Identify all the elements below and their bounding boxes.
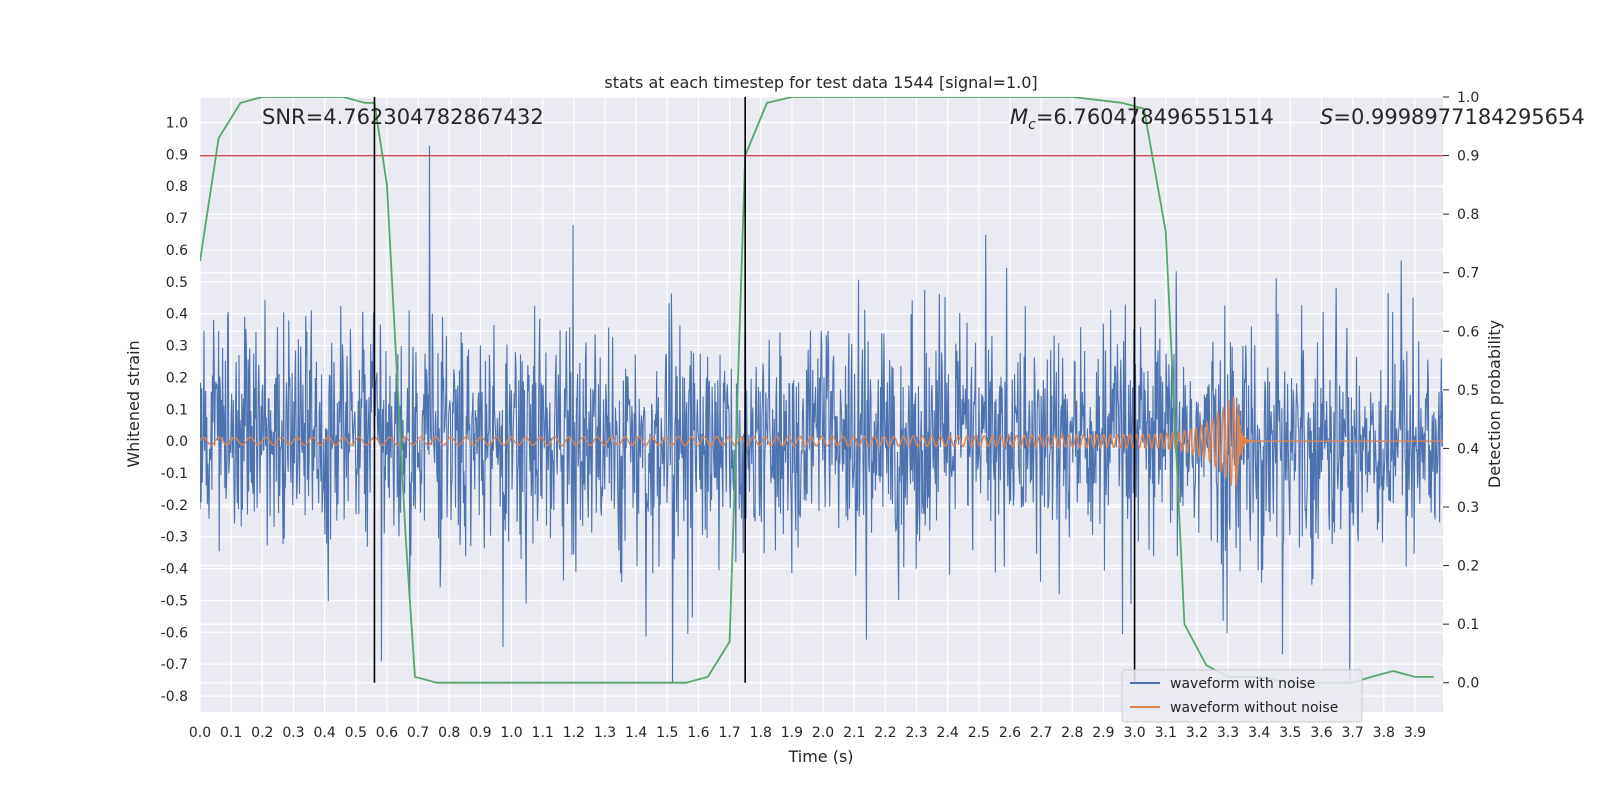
x-tick-label: 1.1 [532,725,554,741]
y2-tick-label: 1.0 [1457,90,1479,106]
y2-tick-label: 0.9 [1457,149,1479,165]
y-tick-label: 0.5 [166,275,188,291]
y-tick-label: -0.6 [161,625,188,641]
y-tick-label: 0.6 [166,243,188,259]
x-tick-label: 2.6 [999,725,1021,741]
x-tick-label: 3.9 [1404,725,1426,741]
x-tick-label: 2.9 [1092,725,1114,741]
y2-tick-label: 0.4 [1457,441,1479,457]
x-tick-label: 2.7 [1030,725,1052,741]
y-axis-ticks: 1.0 0.9 0.8 0.7 0.6 0.5 0.4 0.3 0.2 0.1 0.0 -0.1 -0.… [161,115,188,705]
legend-box [1121,669,1363,723]
y-tick-label: 0.7 [166,211,188,227]
chart-title: stats at each timestep for test data 154… [604,73,1037,92]
x-tick-label: 0.5 [345,725,367,741]
x-tick-label: 2.1 [843,725,865,741]
x-tick-label: 3.8 [1373,725,1395,741]
x-tick-label: 1.5 [656,725,678,741]
x-tick-label: 1.7 [718,725,740,741]
y-tick-label: -0.8 [161,689,188,705]
y2-tick-label: 0.0 [1457,676,1479,692]
x-tick-label: 2.3 [905,725,927,741]
x-axis-label: Time (s) [787,747,853,766]
y-tick-label: -0.2 [161,498,188,514]
x-axis-ticks: 0.0 0.1 0.2 0.3 0.4 0.5 0.6 0.7 0.8 0.9 1.0 1.1 1.2 1… [189,725,1426,741]
x-tick-label: 2.4 [937,725,959,741]
x-tick-label: 1.6 [687,725,709,741]
x-tick-label: 0.9 [469,725,491,741]
x-tick-label: 3.5 [1279,725,1301,741]
x-tick-label: 2.2 [874,725,896,741]
x-tick-label: 1.2 [563,725,585,741]
x-tick-label: 2.0 [812,725,834,741]
x-tick-label: 3.2 [1186,725,1208,741]
x-tick-label: 1.9 [781,725,803,741]
x-tick-label: 3.7 [1342,725,1364,741]
y-tick-label: 0.8 [166,179,188,195]
chirp-mass-annotation: Mc=6.760478496551514 [1010,105,1274,133]
snr-annotation: SNR=4.762304782867432 [262,105,544,129]
x-tick-label: 3.6 [1310,725,1332,741]
legend-label-noise: waveform with noise [1170,676,1315,692]
x-tick-label: 0.7 [407,725,429,741]
x-tick-label: 1.8 [750,725,772,741]
x-tick-label: 2.5 [968,725,990,741]
x-tick-label: 0.1 [220,725,242,741]
y-tick-label: 0.3 [166,339,188,355]
x-tick-label: 1.4 [625,725,647,741]
x-tick-label: 3.1 [1155,725,1177,741]
y2-tick-label: 0.8 [1457,207,1479,223]
y2-tick-label: 0.3 [1457,500,1479,516]
vertical-marker-lines [373,97,1136,683]
y2-tick-label: 0.2 [1457,559,1479,575]
y-tick-label: 1.0 [166,115,188,131]
y2-axis-label: Detection probability [1485,320,1504,488]
s-annotation: S=0.9998977184295654 [1320,105,1585,129]
x-tick-label: 0.6 [376,725,398,741]
x-tick-label: 3.4 [1248,725,1270,741]
y2-tick-label: 0.6 [1457,324,1479,340]
y-tick-label: 0.2 [166,370,188,386]
x-tick-label: 3.0 [1123,725,1145,741]
x-tick-label: 0.3 [282,725,304,741]
x-tick-label: 0.2 [251,725,273,741]
y-axis-label: Whitened strain [124,340,143,467]
x-tick-label: 2.8 [1061,725,1083,741]
x-tick-label: 3.3 [1217,725,1239,741]
series-waveform-without-noise [200,396,1443,487]
x-tick-label: 0.4 [313,725,335,741]
x-tick-label: 0.0 [189,725,211,741]
y-tick-label: -0.4 [161,562,188,578]
y2-tick-label: 0.1 [1457,617,1479,633]
y2-tick-label: 0.5 [1457,383,1479,399]
x-tick-label: 1.0 [500,725,522,741]
y-tick-label: -0.7 [161,657,188,673]
series-waveform-with-noise [200,145,1443,684]
x-tick-label: 1.3 [594,725,616,741]
legend: waveform with noise waveform without noi… [1121,669,1363,723]
y-tick-label: -0.5 [161,593,188,609]
y-tick-label: 0.9 [166,147,188,163]
y2-tick-label: 0.7 [1457,266,1479,282]
y-tick-label: 0.0 [166,434,188,450]
y-tick-label: -0.1 [161,466,188,482]
y-tick-label: 0.1 [166,402,188,418]
x-tick-label: 0.8 [438,725,460,741]
y-tick-label: -0.3 [161,530,188,546]
y-tick-label: 0.4 [166,307,188,323]
y2-axis-ticks: 1.0 0.9 0.8 0.7 0.6 0.5 0.4 0.3 0.2 0.1 0.0 [1443,90,1479,692]
legend-label-clean: waveform without noise [1170,700,1338,716]
